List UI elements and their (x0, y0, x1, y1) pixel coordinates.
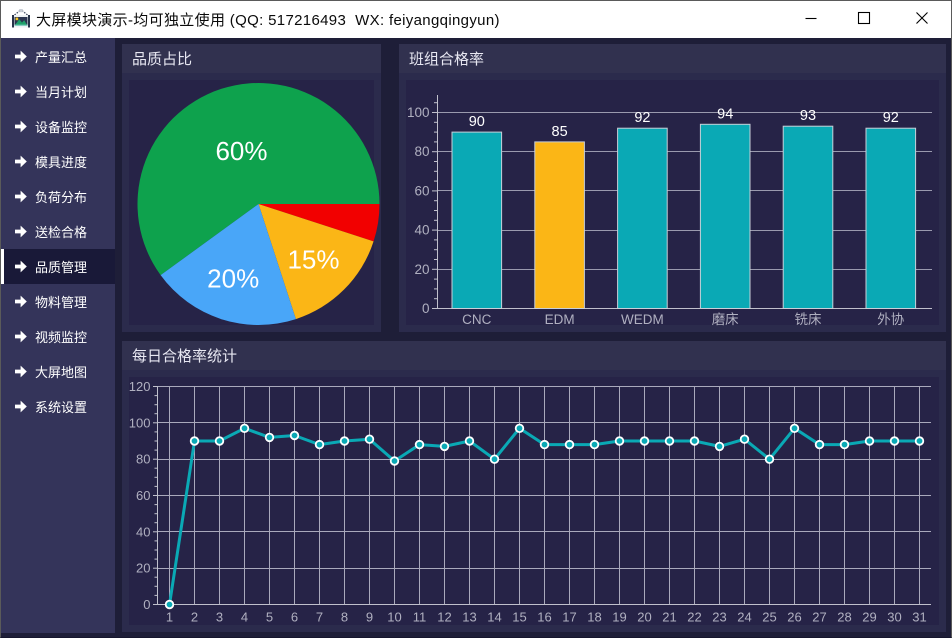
svg-text:18: 18 (587, 610, 601, 625)
svg-text:40: 40 (414, 223, 429, 238)
svg-text:30: 30 (887, 610, 901, 625)
svg-text:17: 17 (562, 610, 576, 625)
svg-text:22: 22 (687, 610, 701, 625)
svg-text:92: 92 (634, 110, 650, 126)
svg-text:29: 29 (862, 610, 876, 625)
svg-text:10: 10 (387, 610, 401, 625)
svg-text:0: 0 (143, 597, 150, 612)
svg-text:WEDM: WEDM (621, 312, 664, 327)
svg-text:CNC: CNC (462, 312, 491, 327)
svg-text:100: 100 (407, 105, 430, 120)
svg-text:2: 2 (191, 610, 198, 625)
svg-text:31: 31 (912, 610, 926, 625)
svg-text:94: 94 (717, 106, 733, 122)
svg-text:15%: 15% (287, 245, 339, 275)
svg-text:19: 19 (612, 610, 626, 625)
svg-text:90: 90 (469, 114, 485, 130)
svg-text:92: 92 (883, 110, 899, 126)
svg-text:7: 7 (316, 610, 323, 625)
svg-text:24: 24 (737, 610, 751, 625)
svg-text:13: 13 (462, 610, 476, 625)
svg-text:EDM: EDM (545, 312, 575, 327)
svg-text:5: 5 (266, 610, 273, 625)
svg-text:120: 120 (129, 379, 151, 394)
svg-text:11: 11 (413, 610, 427, 625)
svg-text:25: 25 (762, 610, 776, 625)
svg-text:93: 93 (800, 108, 816, 124)
svg-text:0: 0 (422, 301, 430, 316)
svg-text:14: 14 (487, 610, 501, 625)
svg-text:80: 80 (136, 452, 150, 467)
svg-text:铣床: 铣床 (795, 312, 823, 327)
svg-text:40: 40 (136, 524, 150, 539)
svg-text:4: 4 (241, 610, 248, 625)
svg-text:12: 12 (437, 610, 451, 625)
svg-text:6: 6 (291, 610, 298, 625)
svg-text:16: 16 (537, 610, 551, 625)
svg-text:27: 27 (812, 610, 826, 625)
svg-text:20: 20 (136, 561, 150, 576)
svg-text:9: 9 (366, 610, 373, 625)
svg-text:8: 8 (341, 610, 348, 625)
svg-text:60%: 60% (215, 136, 267, 166)
svg-text:28: 28 (837, 610, 851, 625)
svg-text:60: 60 (414, 183, 429, 198)
svg-text:磨床: 磨床 (712, 312, 739, 327)
svg-text:1: 1 (166, 610, 173, 625)
svg-text:60: 60 (136, 488, 150, 503)
svg-text:3: 3 (216, 610, 223, 625)
svg-text:21: 21 (662, 610, 676, 625)
svg-text:20%: 20% (207, 264, 259, 294)
svg-text:外协: 外协 (877, 312, 904, 327)
svg-text:23: 23 (712, 610, 726, 625)
svg-text:80: 80 (414, 144, 429, 159)
svg-text:100: 100 (129, 415, 151, 430)
svg-text:85: 85 (552, 124, 568, 140)
svg-text:20: 20 (637, 610, 651, 625)
svg-text:20: 20 (414, 262, 429, 277)
svg-text:26: 26 (787, 610, 801, 625)
svg-text:15: 15 (512, 610, 526, 625)
